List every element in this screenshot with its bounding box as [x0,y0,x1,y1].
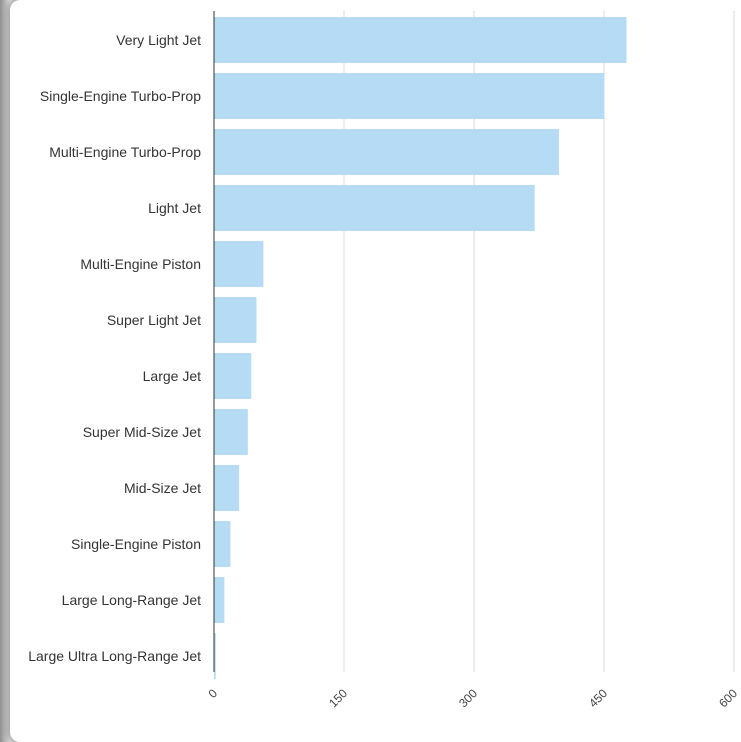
bar[interactable] [214,129,559,175]
bar[interactable] [214,633,216,679]
bars [214,17,627,679]
category-label: Large Ultra Long-Range Jet [28,648,201,664]
tick-labels: 0 150 300 450 600 [205,686,740,710]
category-labels: Very Light Jet Single-Engine Turbo-Prop Mu… [28,32,201,664]
category-label: Very Light Jet [116,32,201,48]
category-label: Multi-Engine Turbo-Prop [49,144,201,160]
category-label: Single-Engine Turbo-Prop [40,88,201,104]
bar[interactable] [214,353,252,399]
x-tick-label: 450 [586,686,610,710]
bar[interactable] [214,73,604,119]
bar[interactable] [214,185,535,231]
bar[interactable] [214,521,231,567]
category-label: Single-Engine Piston [71,536,201,552]
category-label: Mid-Size Jet [124,480,201,496]
x-tick-label: 0 [205,686,220,701]
chart-panel [10,0,741,742]
bar[interactable] [214,297,257,343]
bar[interactable] [214,409,248,455]
x-tick-label: 150 [326,686,350,710]
category-label: Multi-Engine Piston [80,256,201,272]
bar[interactable] [214,241,264,287]
bar[interactable] [214,577,225,623]
x-tick-label: 600 [716,686,740,710]
bar[interactable] [214,465,240,511]
category-label: Large Long-Range Jet [62,592,201,608]
category-label: Large Jet [143,368,201,384]
category-label: Super Light Jet [107,312,201,328]
category-label: Super Mid-Size Jet [83,424,201,440]
x-tick-label: 300 [456,686,480,710]
category-label: Light Jet [148,200,201,216]
bar[interactable] [214,17,627,63]
grid-lines [343,11,735,672]
